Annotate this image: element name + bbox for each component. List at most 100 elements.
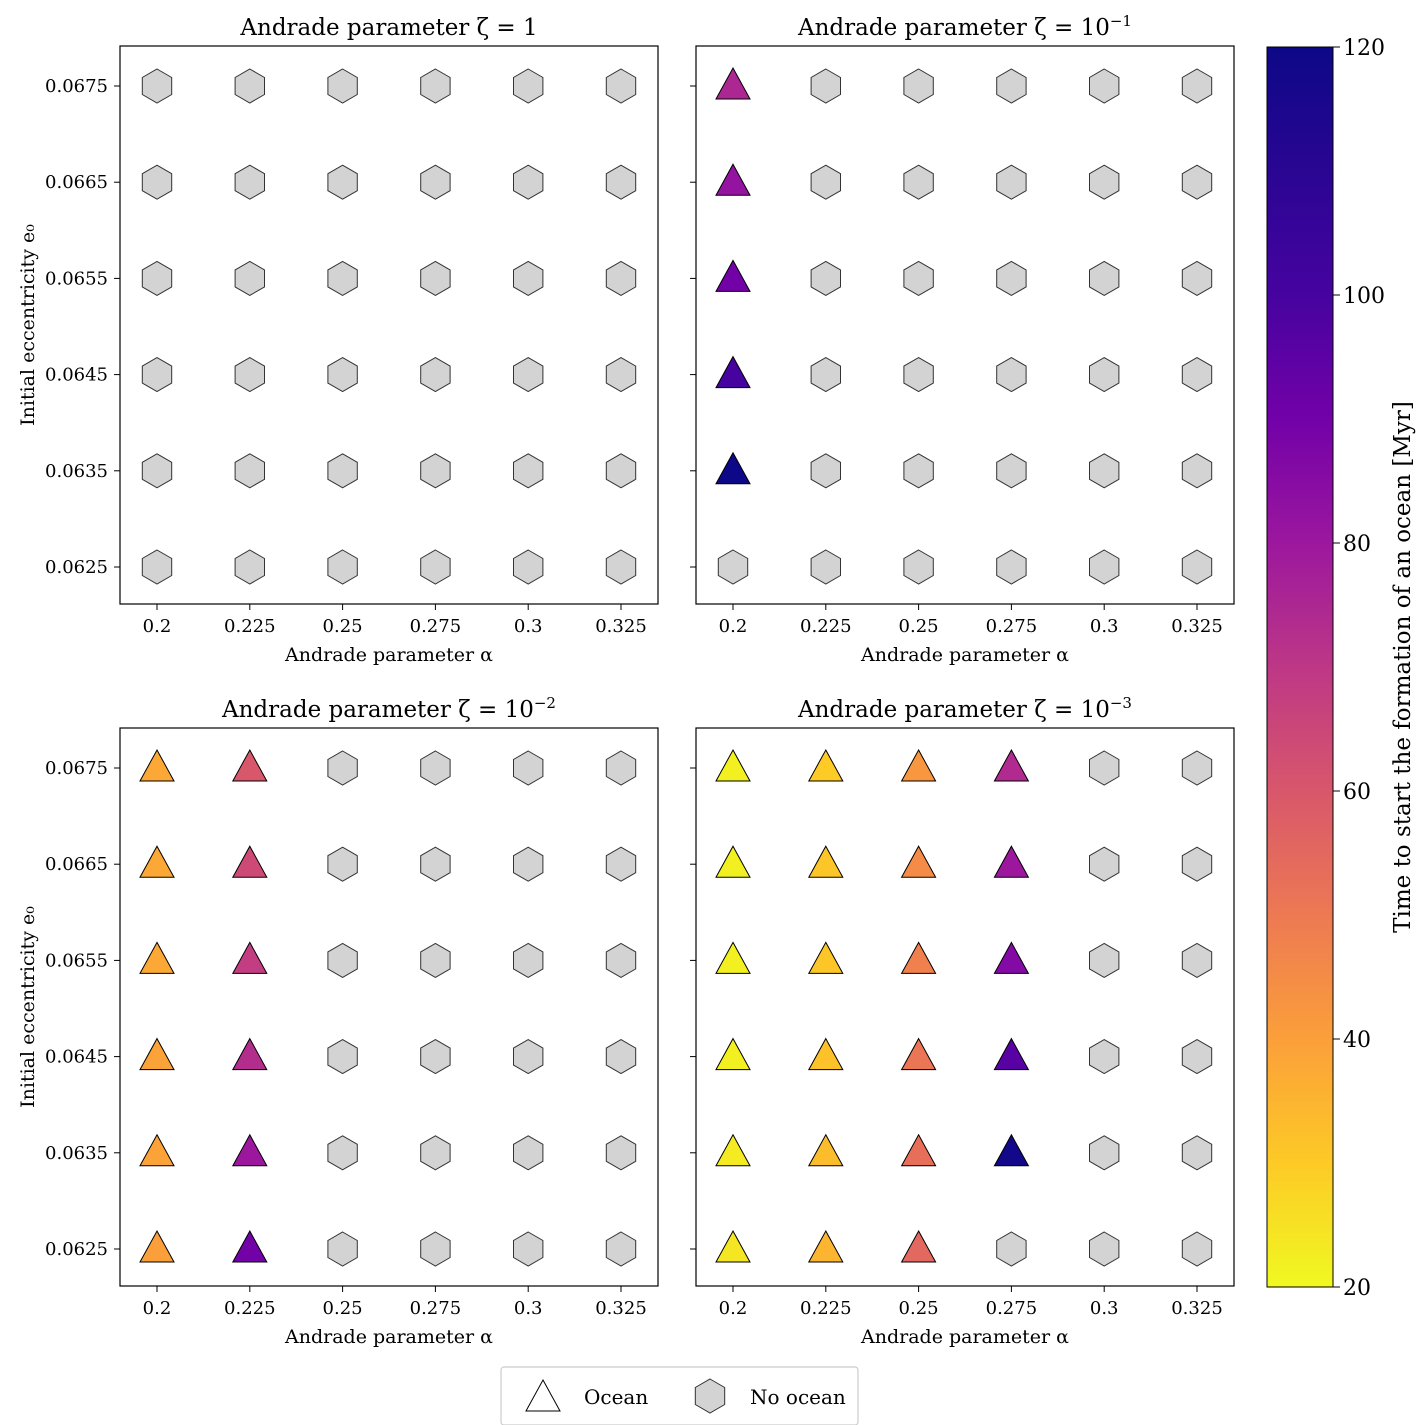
- no-ocean-marker: [420, 453, 451, 489]
- no-ocean-marker: [996, 549, 1027, 585]
- no-ocean-marker: [996, 1231, 1027, 1267]
- y-tick-label: 0.0645: [45, 1047, 108, 1068]
- ocean-marker: [715, 1133, 751, 1167]
- no-ocean-marker: [605, 750, 637, 786]
- no-ocean-marker: [141, 453, 173, 489]
- legend-ocean-label: Ocean: [584, 1385, 648, 1409]
- colorbar-tick-label: 80: [1343, 532, 1371, 557]
- no-ocean-marker: [327, 750, 358, 786]
- ocean-marker: [715, 355, 751, 389]
- no-ocean-marker: [513, 846, 544, 882]
- ocean-marker: [231, 1037, 268, 1071]
- panel-frame: [695, 727, 1235, 1287]
- ocean-marker: [715, 845, 751, 878]
- ocean-marker: [715, 1229, 751, 1263]
- ocean-marker: [900, 1133, 937, 1167]
- ocean-marker: [715, 748, 751, 782]
- x-axis-label: Andrade parameter α: [860, 1326, 1069, 1348]
- no-ocean-marker: [996, 260, 1027, 296]
- panel-2: Andrade parameter ζ = 10−1 0.2 0.225 0.25 0.…: [690, 12, 1235, 666]
- x-tick-label: 0.3: [1090, 616, 1119, 637]
- no-ocean-marker: [996, 164, 1027, 200]
- no-ocean-marker: [605, 942, 637, 978]
- ocean-marker: [900, 1037, 937, 1071]
- ocean-marker: [807, 941, 844, 974]
- x-tick-label: 0.3: [514, 616, 543, 637]
- x-tick-label: 0.275: [410, 1298, 462, 1319]
- no-ocean-marker: [1181, 846, 1213, 882]
- x-tick-label: 0.325: [1171, 1298, 1223, 1319]
- no-ocean-marker: [513, 1231, 544, 1267]
- x-tick-label: 0.225: [224, 1298, 276, 1319]
- no-ocean-marker: [513, 942, 544, 978]
- no-ocean-marker: [141, 549, 173, 585]
- ocean-marker: [993, 748, 1030, 782]
- no-ocean-marker: [327, 942, 358, 978]
- panel-3: Andrade parameter ζ = 10−2 0.2 0.225 0.25 0.…: [17, 694, 659, 1348]
- y-tick-label: 0.0655: [45, 268, 108, 289]
- y-tick-label: 0.0635: [45, 461, 108, 482]
- no-ocean-marker: [903, 549, 934, 585]
- ocean-marker: [139, 1133, 175, 1167]
- no-ocean-marker: [513, 549, 544, 585]
- panel-1: Andrade parameter ζ = 1 0.2 0.225 0.25 0.275…: [17, 15, 659, 666]
- x-tick-label: 0.2: [143, 1298, 172, 1319]
- panel-title: Andrade parameter ζ = 10−1: [797, 12, 1132, 41]
- no-ocean-marker: [810, 357, 841, 393]
- no-ocean-marker: [420, 942, 451, 978]
- no-ocean-marker: [513, 750, 544, 786]
- x-tick-label: 0.3: [514, 1298, 543, 1319]
- no-ocean-marker: [605, 68, 637, 104]
- panel-title: Andrade parameter ζ = 10−2: [221, 694, 556, 723]
- x-tick-label: 0.325: [595, 1298, 647, 1319]
- no-ocean-marker: [1089, 164, 1120, 200]
- no-ocean-marker: [903, 164, 934, 200]
- colorbar: 20 40 60 80 100 120 Time to start the formati…: [1266, 36, 1416, 1301]
- y-tick-label: 0.0665: [45, 172, 108, 193]
- no-ocean-marker: [420, 68, 451, 104]
- no-ocean-marker: [996, 357, 1027, 393]
- no-ocean-marker: [605, 1135, 637, 1171]
- ocean-marker: [993, 1037, 1030, 1071]
- y-tick-label: 0.0675: [45, 76, 108, 97]
- panel-title-exponent: −2: [534, 694, 556, 712]
- x-tick-label: 0.275: [986, 1298, 1038, 1319]
- y-tick-label: 0.0625: [45, 1239, 108, 1260]
- no-ocean-marker: [513, 260, 544, 296]
- colorbar-tick-label: 60: [1343, 780, 1371, 805]
- no-ocean-marker: [141, 164, 173, 200]
- no-ocean-marker: [141, 357, 173, 393]
- y-axis-label: Initial eccentricity e₀: [17, 906, 39, 1108]
- no-ocean-marker: [996, 68, 1027, 104]
- no-ocean-marker: [420, 1135, 451, 1171]
- colorbar-label: Time to start the formation of an ocean …: [1390, 401, 1416, 933]
- ocean-marker: [139, 748, 175, 782]
- no-ocean-marker: [420, 750, 451, 786]
- no-ocean-marker: [1181, 453, 1213, 489]
- legend-no-ocean-marker: [694, 1378, 726, 1414]
- no-ocean-marker: [513, 357, 544, 393]
- colorbar-tick-label: 120: [1343, 36, 1385, 61]
- no-ocean-marker: [420, 164, 451, 200]
- no-ocean-marker: [1089, 260, 1120, 296]
- no-ocean-marker: [1181, 942, 1213, 978]
- x-tick-label: 0.225: [224, 616, 276, 637]
- ocean-marker: [139, 1229, 175, 1263]
- no-ocean-marker: [420, 260, 451, 296]
- panel-title-exponent: −3: [1110, 694, 1132, 712]
- no-ocean-marker: [810, 453, 841, 489]
- colorbar-ticks: 20 40 60 80 100 120: [1333, 36, 1385, 1301]
- panel-title: Andrade parameter ζ = 10−3: [797, 694, 1132, 723]
- no-ocean-marker: [605, 549, 637, 585]
- no-ocean-marker: [420, 357, 451, 393]
- ocean-marker: [231, 748, 268, 782]
- colorbar-gradient: [1266, 46, 1334, 1288]
- panel-title: Andrade parameter ζ = 1: [239, 15, 537, 41]
- ocean-marker: [807, 1133, 844, 1167]
- no-ocean-marker: [605, 453, 637, 489]
- ocean-marker: [900, 748, 937, 782]
- no-ocean-marker: [903, 357, 934, 393]
- x-tick-label: 0.2: [143, 616, 172, 637]
- no-ocean-marker: [327, 453, 358, 489]
- no-ocean-marker: [420, 1039, 451, 1075]
